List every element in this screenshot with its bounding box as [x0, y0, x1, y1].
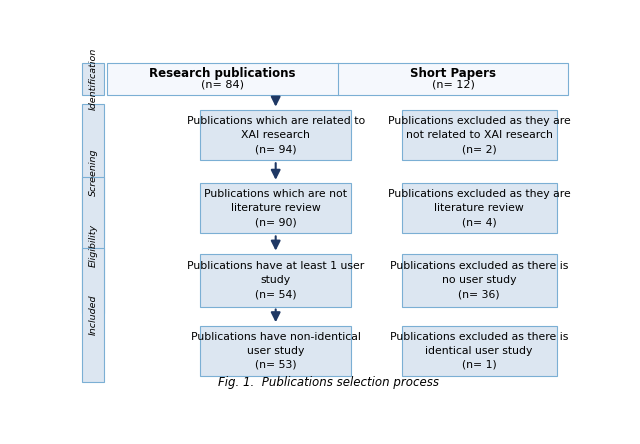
- Text: (n= 84): (n= 84): [201, 80, 244, 90]
- Text: Research publications: Research publications: [149, 67, 296, 80]
- Bar: [200, 254, 351, 307]
- Bar: [402, 183, 557, 234]
- Bar: [200, 326, 351, 376]
- Bar: [402, 326, 557, 376]
- Text: Included: Included: [89, 295, 98, 335]
- Text: Publications excluded as there is
identical user study
(n= 1): Publications excluded as there is identi…: [390, 332, 568, 370]
- Bar: [83, 63, 104, 95]
- Text: Publications which are not
literature review
(n= 90): Publications which are not literature re…: [204, 190, 347, 227]
- Text: Publications have at least 1 user
study
(n= 54): Publications have at least 1 user study …: [187, 262, 364, 299]
- Text: Fig. 1.  Publications selection process: Fig. 1. Publications selection process: [218, 376, 438, 389]
- Text: Eligibility: Eligibility: [89, 223, 98, 266]
- Bar: [83, 104, 104, 240]
- Bar: [83, 177, 104, 313]
- Text: Publications excluded as there is
no user study
(n= 36): Publications excluded as there is no use…: [390, 262, 568, 299]
- Text: Publications have non-identical
user study
(n= 53): Publications have non-identical user stu…: [191, 332, 360, 370]
- Text: Screening: Screening: [89, 148, 98, 196]
- Bar: [200, 183, 351, 234]
- Text: Publications excluded as they are
literature review
(n= 4): Publications excluded as they are litera…: [388, 190, 570, 227]
- Bar: [107, 63, 568, 95]
- Text: Publications excluded as they are
not related to XAI research
(n= 2): Publications excluded as they are not re…: [388, 116, 570, 154]
- Text: Identification: Identification: [89, 48, 98, 110]
- Text: Short Papers: Short Papers: [410, 67, 496, 80]
- Bar: [200, 110, 351, 160]
- Bar: [402, 110, 557, 160]
- Text: Publications which are related to
XAI research
(n= 94): Publications which are related to XAI re…: [187, 116, 365, 154]
- Bar: [83, 248, 104, 382]
- Text: (n= 12): (n= 12): [431, 80, 474, 90]
- Bar: [402, 254, 557, 307]
